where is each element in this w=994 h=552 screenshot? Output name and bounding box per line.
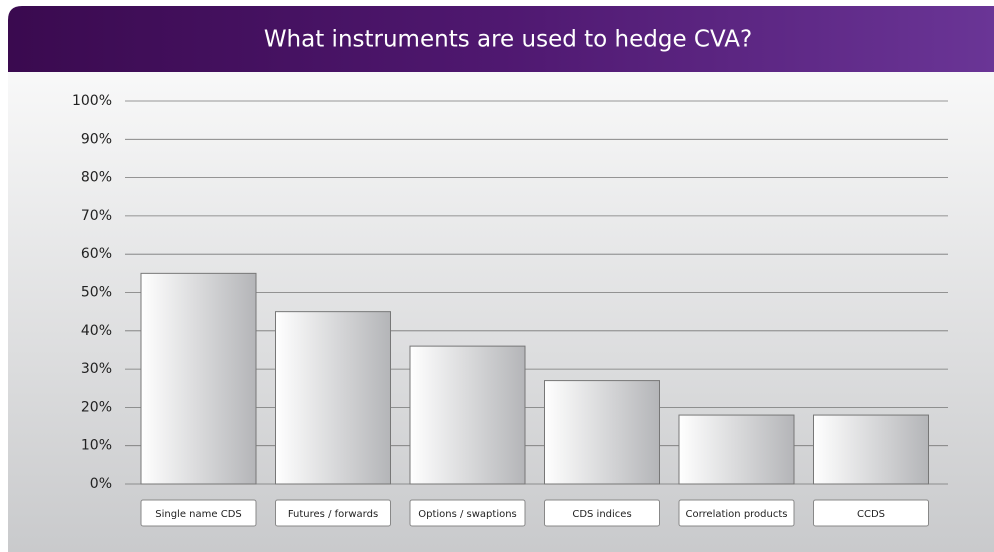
x-tick-label: Correlation products — [686, 509, 788, 520]
y-tick-label: 0% — [90, 476, 112, 492]
y-tick-label: 20% — [81, 399, 112, 415]
bar — [140, 272, 257, 485]
x-tick-label: Futures / forwards — [288, 509, 378, 520]
y-tick-label: 70% — [81, 208, 112, 224]
category-box — [813, 499, 929, 527]
bar — [409, 345, 526, 485]
category-box — [275, 499, 391, 527]
y-tick-label: 100% — [72, 93, 112, 109]
x-tick-label: CDS indices — [572, 509, 631, 520]
category-box — [140, 499, 257, 527]
y-tick-label: 10% — [81, 438, 112, 454]
header — [8, 6, 994, 72]
bar — [544, 380, 660, 485]
bar — [678, 414, 795, 485]
y-tick-label: 30% — [81, 361, 112, 377]
x-tick-label: CCDS — [857, 509, 885, 520]
chart-title: What instruments are used to hedge CVA? — [264, 27, 752, 53]
y-tick-label: 40% — [81, 323, 112, 339]
bar — [813, 414, 929, 485]
category-box — [678, 499, 795, 527]
category-box — [544, 499, 660, 527]
y-tick-label: 90% — [81, 131, 112, 147]
x-tick-label: Options / swaptions — [418, 509, 517, 520]
x-tick-label: Single name CDS — [155, 509, 242, 520]
y-tick-label: 60% — [81, 246, 112, 262]
category-box — [409, 499, 526, 527]
bar — [275, 311, 391, 485]
y-tick-label: 50% — [81, 285, 112, 301]
y-tick-label: 80% — [81, 170, 112, 186]
